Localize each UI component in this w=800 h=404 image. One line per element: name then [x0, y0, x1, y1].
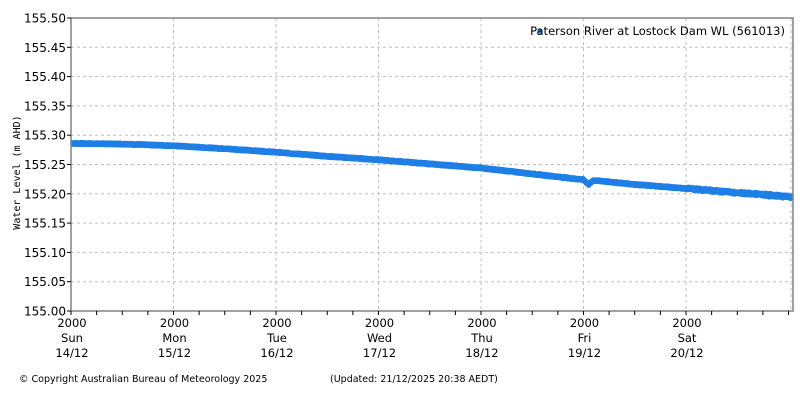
y-tick-label: 155.20	[24, 187, 66, 201]
x-tick-label: 14/12	[55, 346, 88, 360]
x-tick-label: Tue	[266, 331, 287, 345]
x-tick-label: Wed	[367, 331, 392, 345]
x-tick-label: Sat	[678, 331, 697, 345]
x-tick-label: 15/12	[158, 346, 191, 360]
y-tick-label: 155.50	[24, 12, 66, 26]
x-axis: 2000Sun14/122000Mon15/122000Tue16/122000…	[55, 311, 789, 360]
y-tick-label: 155.10	[24, 246, 66, 260]
x-tick-label: 17/12	[363, 346, 396, 360]
x-tick-label: 2000	[57, 316, 86, 330]
legend-marker-icon	[537, 28, 543, 34]
x-tick-label: Sun	[61, 331, 83, 345]
y-tick-label: 155.45	[24, 41, 66, 55]
x-tick-label: Thu	[470, 331, 493, 345]
x-tick-label: 2000	[570, 316, 599, 330]
legend-label: Paterson River at Lostock Dam WL (561013…	[530, 24, 785, 38]
x-tick-label: 2000	[160, 316, 189, 330]
copyright-text: © Copyright Australian Bureau of Meteoro…	[19, 374, 268, 385]
y-tick-label: 155.30	[24, 129, 66, 143]
data-series	[70, 140, 794, 201]
y-tick-label: 155.25	[24, 158, 66, 172]
x-tick-label: 2000	[262, 316, 291, 330]
x-tick-label: 16/12	[260, 346, 293, 360]
x-tick-label: 19/12	[568, 346, 601, 360]
x-tick-label: 2000	[467, 316, 496, 330]
x-tick-label: Mon	[162, 331, 186, 345]
updated-timestamp: (Updated: 21/12/2025 20:38 AEDT)	[330, 374, 498, 385]
x-tick-label: 18/12	[465, 346, 498, 360]
y-tick-label: 155.40	[24, 70, 66, 84]
y-tick-label: 155.35	[24, 99, 66, 113]
x-tick-label: Fri	[578, 331, 592, 345]
y-axis-label: Water Level (m AHD)	[12, 115, 23, 229]
y-tick-label: 155.15	[24, 217, 66, 231]
y-axis: 155.00 155.05 155.10 155.15 155.20 155.25 155.…	[24, 12, 71, 319]
y-tick-label: 155.00	[24, 305, 66, 319]
y-tick-label: 155.05	[24, 275, 66, 289]
x-tick-label: 20/12	[670, 346, 703, 360]
x-tick-label: 2000	[672, 316, 701, 330]
legend: Paterson River at Lostock Dam WL (561013…	[530, 24, 785, 38]
x-tick-label: 2000	[365, 316, 394, 330]
